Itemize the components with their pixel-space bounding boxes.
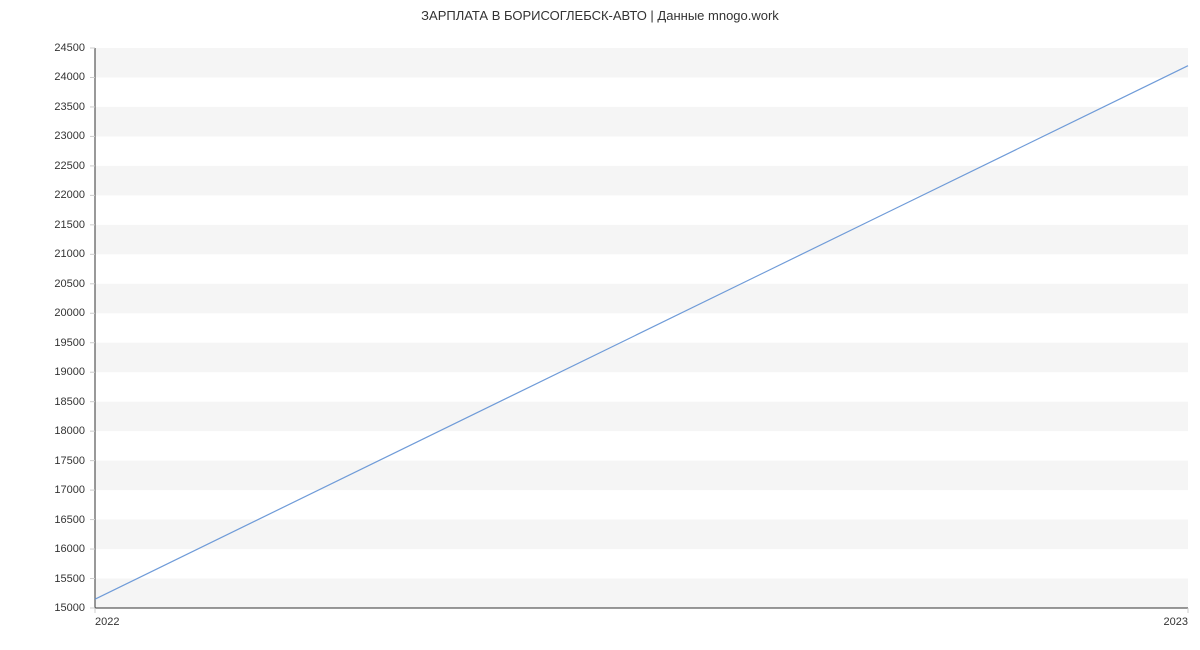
chart-plot-area [95,48,1188,608]
chart-container: ЗАРПЛАТА В БОРИСОГЛЕБСК-АВТО | Данные mn… [0,0,1200,650]
series-line [95,66,1188,599]
y-tick-label: 15000 [0,602,85,614]
y-tick-label: 19000 [0,366,85,378]
y-tick-label: 23000 [0,130,85,142]
x-tick-label: 2022 [95,616,119,628]
chart-title: ЗАРПЛАТА В БОРИСОГЛЕБСК-АВТО | Данные mn… [0,8,1200,23]
y-tick-label: 21000 [0,248,85,260]
y-tick-label: 18000 [0,425,85,437]
y-tick-label: 18500 [0,396,85,408]
chart-svg [95,48,1188,608]
y-tick-label: 19500 [0,337,85,349]
y-tick-label: 24500 [0,42,85,54]
y-tick-label: 22000 [0,189,85,201]
y-tick-label: 17000 [0,484,85,496]
y-tick-label: 16500 [0,514,85,526]
y-tick-label: 23500 [0,101,85,113]
x-tick-label: 2023 [1158,616,1188,628]
y-tick-label: 21500 [0,219,85,231]
y-tick-label: 15500 [0,573,85,585]
y-tick-label: 20000 [0,307,85,319]
y-tick-label: 20500 [0,278,85,290]
y-tick-label: 22500 [0,160,85,172]
y-tick-label: 24000 [0,71,85,83]
y-tick-label: 16000 [0,543,85,555]
y-tick-label: 17500 [0,455,85,467]
